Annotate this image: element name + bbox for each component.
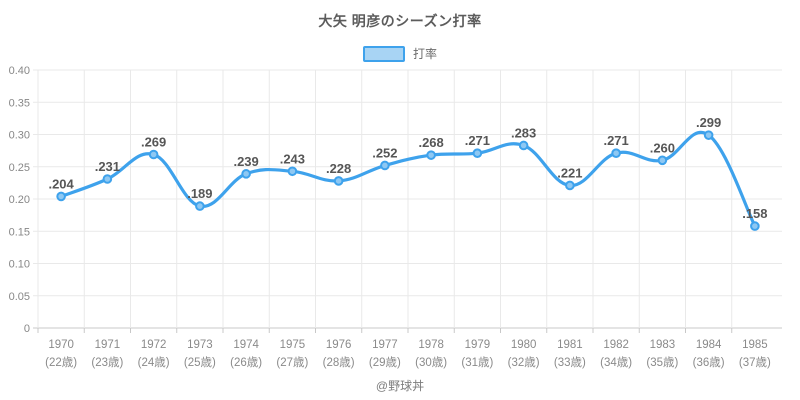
x-tick-year-label: 1981 (557, 339, 583, 351)
data-point-label: .158 (742, 206, 767, 221)
legend-label: 打率 (412, 47, 437, 61)
data-point-label: .299 (696, 115, 721, 130)
data-point[interactable] (750, 221, 760, 231)
data-point[interactable] (195, 201, 205, 211)
watermark: @野球丼 (375, 379, 425, 393)
y-axis-tick-label: 0.10 (9, 259, 30, 271)
y-axis-tick-label: 0 (24, 323, 30, 335)
x-tick-year-label: 1982 (603, 339, 629, 351)
x-tick-year-label: 1980 (511, 339, 537, 351)
data-point[interactable] (56, 191, 66, 202)
chart-title: 大矢 明彦のシーズン打率 (318, 13, 482, 29)
x-tick-age-label: (34歳) (600, 356, 632, 369)
data-point-label: .228 (326, 161, 351, 176)
data-point[interactable] (148, 149, 159, 160)
x-tick-age-label: (25歳) (184, 356, 216, 369)
y-axis-tick-label: 0.35 (9, 97, 30, 109)
x-tick-year-label: 1977 (372, 339, 398, 351)
x-tick-year-label: 1976 (326, 339, 352, 351)
x-tick-age-label: (36歳) (693, 356, 725, 369)
data-point-label: .243 (280, 151, 305, 166)
data-point[interactable] (380, 160, 390, 171)
legend-swatch-icon (362, 45, 405, 62)
x-tick-age-label: (22歳) (45, 356, 77, 369)
x-tick-year-label: 1984 (696, 339, 722, 351)
x-tick-age-label: (35歳) (646, 356, 678, 369)
x-tick-age-label: (29歳) (369, 356, 401, 369)
x-tick-age-label: (24歳) (138, 356, 170, 369)
data-point-label: .252 (372, 145, 397, 160)
data-point[interactable] (565, 180, 575, 191)
x-tick-year-label: 1985 (742, 339, 768, 351)
x-tick-age-label: (28歳) (323, 356, 355, 369)
data-point-label: .231 (95, 159, 120, 174)
y-axis-tick-label: 0.15 (9, 226, 30, 238)
x-tick-age-label: (31歳) (461, 356, 493, 369)
x-tick-year-label: 1971 (95, 339, 121, 351)
x-tick-year-label: 1972 (141, 339, 167, 351)
data-point[interactable] (611, 148, 621, 159)
x-tick-age-label: (32歳) (508, 356, 540, 369)
y-axis-tick-label: 0.25 (9, 162, 30, 174)
x-tick-year-label: 1970 (48, 339, 74, 351)
x-tick-age-label: (26歳) (230, 356, 262, 369)
data-point[interactable] (518, 140, 529, 151)
y-axis-tick-label: 0.20 (9, 194, 30, 206)
data-point-label: .260 (650, 140, 675, 155)
x-tick-year-label: 1979 (465, 339, 491, 351)
x-tick-year-label: 1975 (280, 339, 306, 351)
series-line (59, 130, 757, 228)
data-point-label: .283 (511, 125, 536, 140)
y-axis-tick-label: 0.05 (9, 291, 30, 303)
y-axis-tick-label: 0.40 (9, 65, 30, 77)
x-tick-age-label: (23歳) (91, 356, 123, 369)
data-point[interactable] (287, 166, 298, 177)
data-point-label: .204 (48, 176, 74, 191)
data-point[interactable] (472, 148, 483, 159)
data-point[interactable] (703, 130, 714, 140)
data-point[interactable] (102, 174, 113, 184)
x-tick-year-label: 1974 (233, 339, 259, 351)
data-point-label: .268 (418, 135, 443, 150)
legend[interactable]: 打率 (0, 45, 800, 62)
x-tick-year-label: 1973 (187, 339, 213, 351)
x-tick-age-label: (27歳) (276, 356, 308, 369)
data-point-label: .269 (141, 134, 166, 149)
data-point[interactable] (657, 155, 668, 166)
data-point-label: .189 (187, 186, 212, 201)
data-point-label: .221 (557, 165, 582, 180)
y-axis-tick-label: 0.30 (9, 130, 30, 142)
x-tick-age-label: (33歳) (554, 356, 586, 369)
data-point-label: .239 (233, 154, 258, 169)
data-point-label: .271 (603, 133, 628, 148)
data-point[interactable] (333, 176, 344, 186)
data-point-label: .271 (465, 133, 490, 148)
x-tick-year-label: 1983 (650, 339, 676, 351)
x-tick-age-label: (30歳) (415, 356, 447, 369)
x-tick-age-label: (37歳) (739, 356, 771, 369)
data-point[interactable] (241, 169, 251, 179)
data-point[interactable] (426, 150, 436, 160)
x-tick-year-label: 1978 (418, 339, 444, 351)
